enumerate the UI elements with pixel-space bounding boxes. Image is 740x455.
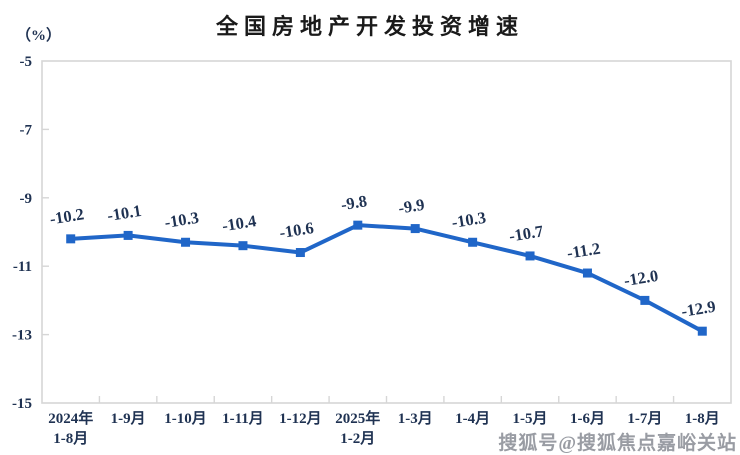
plot-border bbox=[41, 60, 732, 404]
data-point-marker bbox=[525, 251, 535, 261]
chart-title: 全国房地产开发投资增速 bbox=[215, 14, 524, 39]
x-axis-tick-label: 1-10月 bbox=[164, 410, 207, 427]
x-axis-tick-label: 1-6月 bbox=[570, 410, 605, 427]
data-point-marker bbox=[582, 268, 592, 278]
x-axis-tick-label: 1-8月 bbox=[685, 410, 720, 427]
data-value-label: -12.9 bbox=[680, 297, 717, 321]
y-axis-tick-label: -15 bbox=[12, 396, 32, 412]
data-value-label: -10.2 bbox=[48, 204, 85, 228]
data-point-marker bbox=[353, 220, 363, 230]
data-value-label: -10.3 bbox=[163, 208, 200, 232]
data-point-marker bbox=[295, 248, 305, 258]
y-axis-tick-label: -7 bbox=[20, 122, 33, 138]
data-value-label: -10.3 bbox=[450, 208, 487, 232]
watermark: 搜狐号@搜狐焦点嘉峪关站 bbox=[498, 433, 737, 454]
data-value-label: -9.9 bbox=[397, 195, 426, 218]
data-value-label: -11.2 bbox=[566, 239, 602, 263]
x-axis-tick-label: 2025年 1-2月 bbox=[335, 409, 380, 447]
y-axis-tick-label: -11 bbox=[13, 259, 32, 275]
x-axis-tick-label: 1-4月 bbox=[455, 410, 490, 427]
data-point-marker bbox=[468, 237, 478, 247]
data-value-label: -9.8 bbox=[340, 191, 369, 214]
x-axis-tick-label: 2024年 1-8月 bbox=[48, 409, 93, 447]
data-point-marker bbox=[123, 230, 133, 240]
data-point-marker bbox=[181, 237, 191, 247]
data-value-label: -10.6 bbox=[278, 218, 315, 242]
data-value-label: -10.1 bbox=[106, 201, 143, 225]
data-point-marker bbox=[410, 224, 420, 234]
data-point-marker bbox=[640, 295, 650, 305]
y-axis-tick-label: -5 bbox=[20, 54, 33, 70]
x-axis-tick-label: 1-7月 bbox=[627, 410, 662, 427]
x-axis-tick-label: 1-3月 bbox=[398, 410, 433, 427]
x-axis-tick-label: 1-12月 bbox=[279, 410, 322, 427]
data-value-label: -10.7 bbox=[508, 221, 545, 245]
x-axis-tick-label: 1-9月 bbox=[111, 410, 146, 427]
data-line bbox=[68, 223, 705, 334]
y-axis-unit-label: （%） bbox=[16, 28, 62, 44]
data-value-label: -12.0 bbox=[623, 266, 660, 290]
y-axis-tick-label: -9 bbox=[20, 191, 33, 207]
data-point-marker bbox=[238, 241, 248, 251]
data-point-marker bbox=[697, 326, 707, 336]
x-axis-tick-label: 1-11月 bbox=[222, 410, 264, 427]
y-axis-tick-label: -13 bbox=[12, 328, 32, 344]
data-point-marker bbox=[66, 234, 76, 244]
data-value-label: -10.4 bbox=[221, 211, 258, 235]
x-axis-tick-label: 1-5月 bbox=[513, 410, 548, 427]
